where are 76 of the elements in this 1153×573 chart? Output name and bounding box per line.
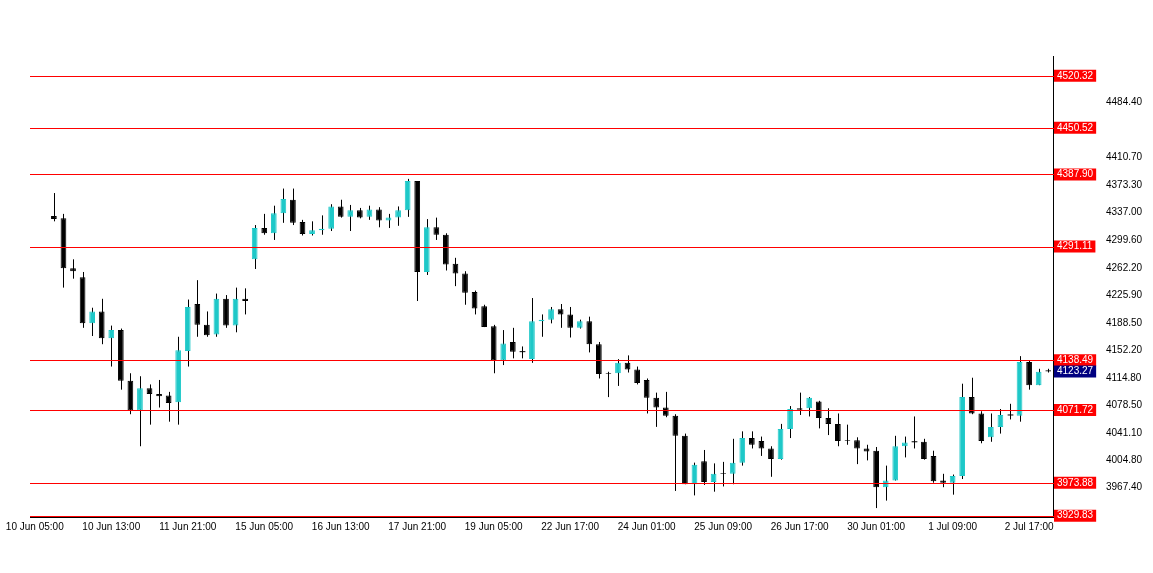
candlestick	[204, 310, 210, 338]
candlestick	[270, 205, 277, 241]
y-tick-label: 4188.50	[1106, 316, 1143, 328]
ref-line-label: 4071.72	[1057, 403, 1094, 415]
candlestick	[739, 430, 746, 467]
ref-line-label: 4387.90	[1057, 168, 1094, 180]
candlestick	[89, 307, 96, 337]
y-tick-label: 4041.10	[1106, 426, 1143, 438]
y-tick-label: 4078.50	[1106, 398, 1143, 410]
y-tick-label: 4337.00	[1106, 206, 1143, 218]
y-tick-label: 3967.40	[1106, 481, 1143, 493]
ref-line-label: 4450.52	[1057, 121, 1094, 133]
x-tick-label: 17 Jun 21:00	[388, 520, 447, 532]
ref-line-label: 4520.32	[1057, 69, 1094, 81]
candlestick	[815, 400, 822, 429]
candlestick	[280, 188, 287, 224]
candlestick	[194, 279, 201, 338]
y-tick-label: 4004.80	[1106, 453, 1143, 465]
candlestick	[806, 396, 813, 417]
candlestick	[921, 438, 927, 461]
x-tick-label: 25 Jun 09:00	[694, 520, 753, 532]
candlestick	[672, 413, 679, 492]
y-tick-label: 4410.70	[1106, 151, 1143, 163]
candlestick	[586, 316, 593, 353]
x-tick-label: 11 Jun 21:00	[159, 520, 217, 532]
candlestick	[615, 358, 621, 387]
candlestick	[433, 217, 440, 241]
candlestick	[653, 392, 660, 428]
candlestick	[835, 412, 841, 447]
candlestick	[395, 205, 401, 227]
candlestick	[137, 375, 143, 447]
x-tick-label: 10 Jun 05:00	[5, 520, 65, 532]
x-tick-label: 15 Jun 05:00	[235, 520, 294, 532]
ref-line-label: 3973.88	[1057, 476, 1094, 488]
candlestick	[729, 438, 736, 485]
y-tick-label: 4262.20	[1106, 261, 1143, 273]
candlestick	[70, 258, 76, 280]
x-tick-label: 26 Jun 17:00	[770, 520, 829, 532]
y-tick-label: 4225.90	[1106, 288, 1143, 300]
candlestick	[108, 325, 115, 368]
x-tick-label: 22 Jun 17:00	[541, 520, 600, 532]
y-tick-label: 4299.60	[1106, 234, 1143, 245]
x-tick-label: 30 Jun 01:00	[847, 520, 906, 532]
x-tick-label: 19 Jun 05:00	[464, 520, 524, 532]
x-tick-label: 24 Jun 01:00	[617, 520, 677, 532]
candlestick	[787, 405, 793, 439]
y-tick-label: 4484.40	[1106, 96, 1143, 108]
candlestick	[261, 213, 268, 236]
candlestick	[1026, 360, 1032, 391]
text: 4123.27	[1057, 365, 1094, 377]
candlestick	[51, 192, 57, 222]
y-tick-label: 4152.20	[1106, 343, 1143, 355]
candlestick	[462, 270, 468, 306]
x-tick-label: 10 Jun 13:00	[82, 520, 141, 532]
y-tick-label: 4114.80	[1106, 371, 1142, 383]
x-tick-label: 1 Jul 09:00	[928, 520, 978, 532]
candlestick	[567, 306, 574, 339]
candlestick	[643, 377, 650, 414]
candlestick	[987, 412, 994, 443]
candlestick	[701, 449, 707, 486]
candlestick	[500, 329, 507, 366]
candlestick	[768, 445, 774, 478]
candlestick	[376, 206, 382, 228]
candlestick	[854, 436, 860, 465]
candlestick	[347, 204, 354, 232]
candlestick	[825, 407, 832, 436]
candlestick	[968, 377, 975, 415]
ref-line-label: 4291.11	[1057, 240, 1093, 252]
ref-line-label: 4138.49	[1057, 353, 1094, 365]
candlestick	[328, 203, 335, 232]
x-tick-label: 2 Jul 17:00	[1004, 520, 1054, 532]
candlestick	[509, 327, 516, 359]
ref-line-label: 3929.83	[1057, 509, 1094, 521]
x-tick-label: 16 Jun 13:00	[311, 520, 371, 532]
candlestick	[290, 188, 296, 226]
y-tick-label: 4373.30	[1106, 179, 1143, 191]
